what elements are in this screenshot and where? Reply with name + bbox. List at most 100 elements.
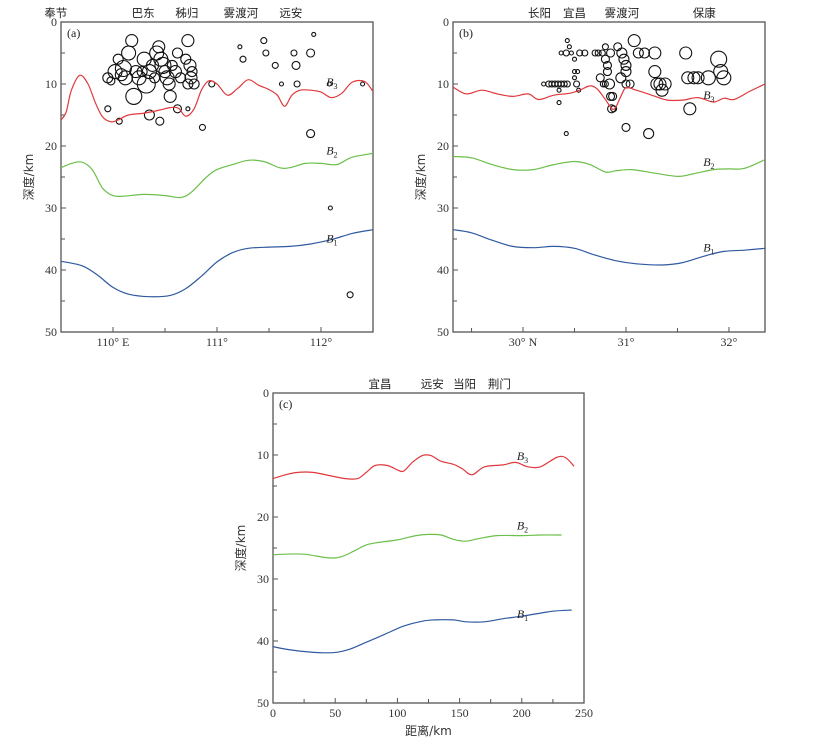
y-tick-label: 30 <box>257 572 269 586</box>
event-circle <box>306 48 316 58</box>
curve-b2 <box>61 152 373 199</box>
event-circle <box>154 56 172 74</box>
event-circle <box>679 46 693 60</box>
x-tick-label: 30° N <box>509 335 538 349</box>
event-circle <box>615 72 627 84</box>
place-label: 秭归 <box>175 6 198 20</box>
event-circle <box>575 69 581 75</box>
event-circle <box>603 78 616 90</box>
event-circle <box>262 49 270 57</box>
earthquake-events <box>541 34 732 140</box>
plot-frame <box>60 21 374 333</box>
x-tick-label: 110° E <box>97 335 130 349</box>
event-circle <box>581 49 589 57</box>
curve-label-main: B <box>703 88 711 102</box>
curve-label-subscript: 2 <box>711 162 715 171</box>
event-circle <box>618 53 630 65</box>
earthquake-events <box>102 31 366 299</box>
panel-label: (a) <box>67 26 80 40</box>
event-circle <box>621 122 631 132</box>
place-label: 宜昌 <box>563 6 586 20</box>
x-tick-label: 50 <box>329 706 341 720</box>
event-circle <box>155 116 165 126</box>
event-circle <box>681 71 695 85</box>
event-circle <box>306 129 316 139</box>
y-tick-label: 40 <box>257 634 269 648</box>
x-tick-label: 112° <box>310 335 333 349</box>
event-circle <box>271 61 279 69</box>
event-circle <box>710 50 728 68</box>
event-circle <box>566 44 572 50</box>
curve-label-main: B <box>703 155 711 169</box>
event-circle <box>136 74 156 94</box>
event-circle <box>573 80 581 88</box>
x-axis-title: 距离/km <box>405 723 452 738</box>
x-tick-label: 111° <box>206 335 228 349</box>
curve-b3 <box>61 74 373 123</box>
x-tick-label: 200 <box>513 706 531 720</box>
y-tick-label: 10 <box>437 77 449 91</box>
event-circle <box>327 205 333 211</box>
curve-b1 <box>61 229 373 298</box>
place-label: 保康 <box>693 6 716 20</box>
event-circle <box>607 104 617 114</box>
event-circle <box>576 49 584 57</box>
event-circle <box>560 80 568 88</box>
event-circle <box>571 75 578 81</box>
curve-label-b3: B3 <box>703 88 714 104</box>
panel-label: (c) <box>279 397 292 411</box>
event-circle <box>360 81 366 87</box>
event-circle <box>185 106 191 112</box>
event-circle <box>563 131 569 137</box>
y-tick-label: 0 <box>263 386 269 400</box>
event-circle <box>608 91 618 101</box>
curve-label-subscript: 1 <box>711 247 715 256</box>
curve-label-b1: B1 <box>703 240 714 256</box>
event-circle <box>599 80 607 88</box>
event-circle <box>311 31 317 37</box>
curve-label-main: B <box>326 232 334 246</box>
event-circle <box>175 72 187 84</box>
curve-label-b1: B1 <box>326 232 337 248</box>
place-label: 远安 <box>421 377 444 391</box>
place-label: 宜昌 <box>368 377 391 391</box>
y-axis-title: 深度/km <box>21 154 36 201</box>
event-circle <box>643 128 655 140</box>
event-circle <box>143 109 155 121</box>
curve-b2 <box>453 155 765 178</box>
event-circle <box>114 59 132 78</box>
event-circle <box>564 38 570 44</box>
event-circle <box>562 49 570 57</box>
curve-label-main: B <box>703 240 711 254</box>
curve-label-main: B <box>517 449 525 463</box>
event-circle <box>627 34 641 48</box>
event-circle <box>653 77 667 91</box>
event-circle <box>293 80 301 88</box>
y-tick-label: 20 <box>437 139 449 153</box>
curve-label-subscript: 3 <box>524 456 528 465</box>
curve-label-subscript: 1 <box>334 239 338 248</box>
curve-label-b1: B1 <box>517 607 528 623</box>
place-label: 当阳 <box>453 377 476 391</box>
y-tick-label: 40 <box>45 263 57 277</box>
event-circle <box>291 60 301 70</box>
plot-frame <box>272 392 585 704</box>
place-label: 雾渡河 <box>605 6 640 20</box>
curve-label-subscript: 2 <box>524 525 528 534</box>
event-circle <box>716 70 732 86</box>
place-label: 雾渡河 <box>224 6 259 20</box>
event-circle <box>610 105 618 113</box>
x-tick-label: 150 <box>451 706 469 720</box>
y-tick-label: 10 <box>45 77 57 91</box>
event-circle <box>602 67 613 77</box>
curve-b1 <box>273 609 572 654</box>
event-circle <box>632 47 644 59</box>
place-label: 长阳 <box>528 6 551 20</box>
event-circle <box>658 77 672 91</box>
event-circle <box>602 60 613 70</box>
curve-b3 <box>273 454 575 480</box>
event-circle <box>605 48 616 58</box>
event-circle <box>112 53 124 65</box>
event-circle <box>121 45 137 61</box>
